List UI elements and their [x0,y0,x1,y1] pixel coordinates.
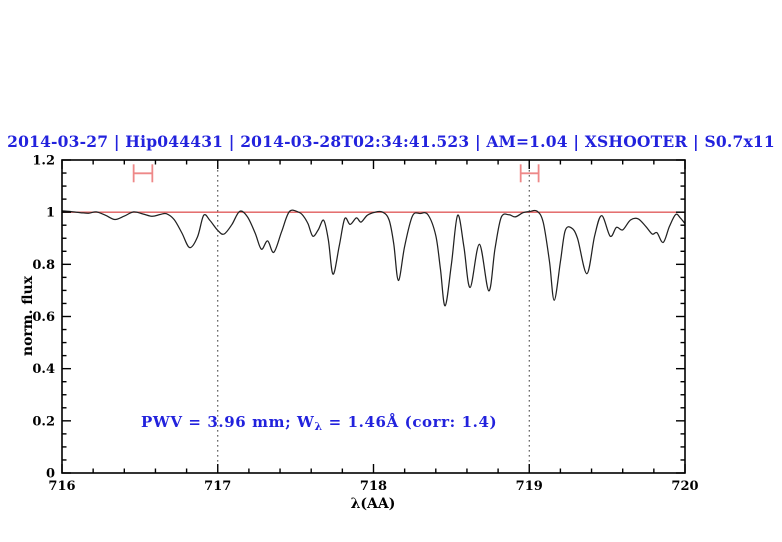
y-tick-label: 0 [46,467,55,482]
spectrum-line [61,209,686,307]
x-tick-label: 720 [671,479,698,494]
y-tick-label: 0.4 [32,362,55,377]
x-tick-label: 719 [516,479,543,494]
pwv-annotation: PWV = 3.96 mm; Wλ = 1.46Å (corr: 1.4) [141,413,497,433]
y-tick-label: 0.8 [32,258,55,273]
pwv-annotation-text: PWV = 3.96 mm; W [141,413,315,431]
x-axis-title: λ(AA) [350,496,396,512]
lambda-subscript: λ [314,420,323,433]
y-tick-label: 0.6 [32,310,55,325]
x-tick-label: 717 [204,479,231,494]
y-tick-label: 1 [46,206,55,221]
plot-title: 2014-03-27 | Hip044431 | 2014-03-28T02:3… [7,132,775,151]
x-tick-label: 718 [360,479,387,494]
y-tick-label: 1.2 [32,154,55,169]
y-axis-title: norm. flux [20,275,36,357]
pwv-annotation-text-2: = 1.46Å (corr: 1.4) [322,413,498,431]
y-tick-label: 0.2 [32,414,55,429]
x-tick-label: 716 [48,479,75,494]
